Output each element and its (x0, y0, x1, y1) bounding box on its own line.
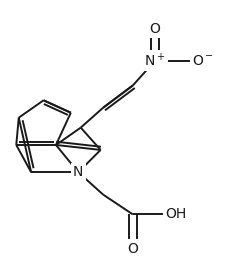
Text: OH: OH (164, 207, 185, 221)
Text: O: O (149, 22, 160, 36)
Text: $\mathregular{N^+}$: $\mathregular{N^+}$ (144, 52, 165, 69)
Text: N: N (73, 165, 83, 179)
Text: $\mathregular{O^-}$: $\mathregular{O^-}$ (191, 54, 214, 68)
Text: O: O (127, 242, 138, 256)
